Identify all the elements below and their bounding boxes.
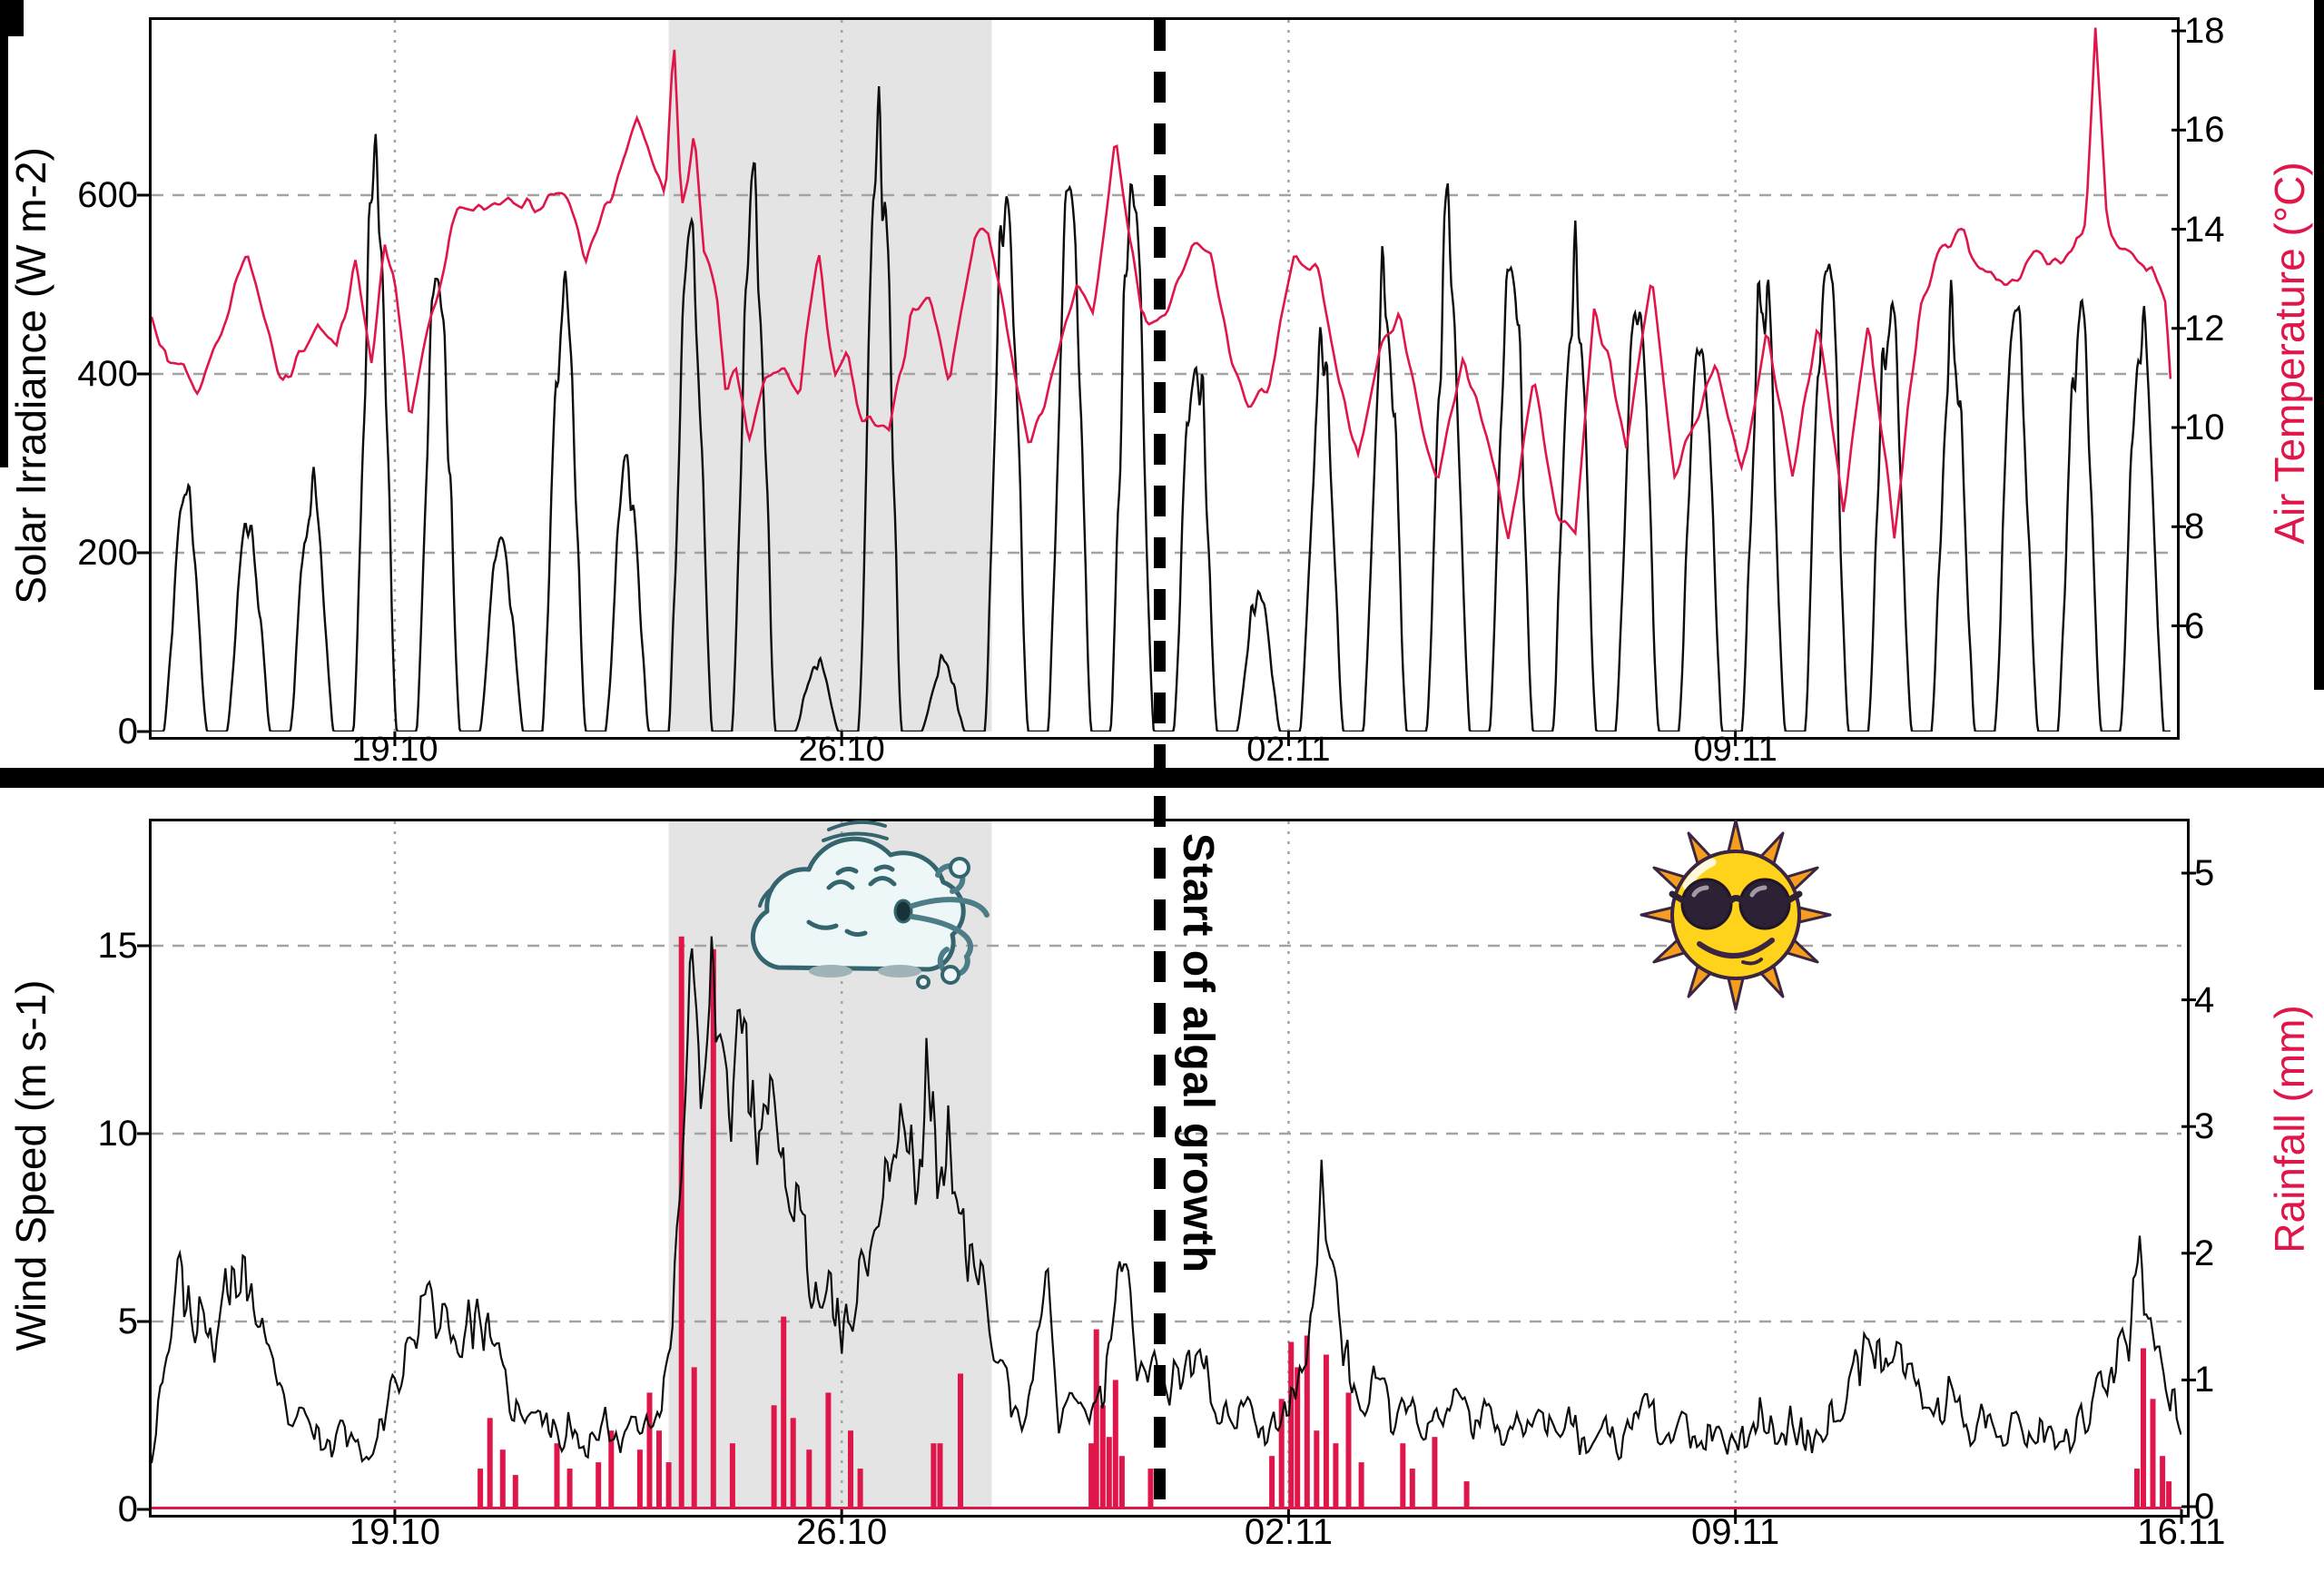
rainfall-bar	[958, 1373, 963, 1509]
rainfall-bar	[478, 1469, 484, 1509]
rainfall-tick-label: 5	[2194, 853, 2215, 893]
rainfall-bar	[2141, 1348, 2146, 1509]
wind-tick-label: 5	[117, 1302, 138, 1341]
rainfall-bar	[710, 948, 716, 1509]
frame-left-strip	[0, 0, 8, 467]
rainfall-bar	[729, 1443, 735, 1509]
rainfall-bar	[1088, 1443, 1095, 1509]
rainfall-bar	[790, 1418, 796, 1509]
bottom-date-tick-label: 09.11	[1691, 1512, 1780, 1552]
top-date-tick-label: 02.11	[1246, 731, 1331, 769]
rainfall-bar	[656, 1430, 662, 1509]
rainfall-bar	[1409, 1469, 1415, 1509]
rainfall-bar	[771, 1405, 777, 1509]
rainfall-bar	[1118, 1456, 1125, 1509]
solar-tick-label: 0	[117, 712, 138, 752]
rainfall-bar	[1147, 1469, 1154, 1509]
rainfall-bar	[596, 1462, 602, 1509]
rainfall-bar	[2134, 1469, 2140, 1509]
temperature-tick-label: 10	[2184, 408, 2225, 448]
rainfall-tick-label: 4	[2194, 979, 2215, 1020]
wind-tick-label: 15	[97, 926, 139, 966]
rainfall-baseline	[152, 1507, 2181, 1509]
top-date-tick-label: 09.11	[1693, 731, 1777, 769]
bottom-date-tick-label: 16.11	[2137, 1512, 2226, 1552]
temperature-tick-label: 18	[2184, 11, 2225, 51]
rainfall-bar	[2166, 1481, 2172, 1509]
rainfall-tick-label: 3	[2194, 1106, 2215, 1147]
rainfall-bar	[937, 1443, 943, 1509]
rainfall-bar	[636, 1449, 643, 1509]
rainfall-tick-label: 1	[2194, 1360, 2215, 1400]
top-date-tick-label: 19.10	[351, 731, 438, 769]
sunglasses	[1669, 878, 1803, 930]
rainfall-bar	[646, 1392, 653, 1509]
rainfall-bar	[825, 1392, 832, 1509]
rainfall-bar	[781, 1316, 787, 1509]
rainfall-bar	[1278, 1399, 1285, 1509]
rainfall-bar	[665, 1462, 672, 1509]
temperature-tick-label: 14	[2184, 209, 2225, 250]
wind-tick-label: 0	[117, 1489, 138, 1529]
algal-growth-dashed-line	[1154, 20, 1166, 1509]
rainfall-bar	[2160, 1456, 2166, 1509]
rainfall-bar	[1333, 1443, 1339, 1509]
rainfall-bar	[1463, 1481, 1470, 1509]
rainfall-bar	[1106, 1437, 1112, 1509]
temperature-tick-label: 16	[2184, 110, 2225, 151]
rainfall-tick-label: 2	[2194, 1233, 2215, 1273]
rainfall-bar	[1288, 1341, 1295, 1509]
rainfall-bar	[848, 1430, 853, 1509]
rainfall-tick-label: 0	[2194, 1487, 2215, 1527]
rainfall-bar	[1400, 1443, 1406, 1509]
rainfall-bar	[931, 1443, 937, 1509]
wind-tick-label: 10	[97, 1114, 139, 1154]
rainfall-bar	[2150, 1399, 2156, 1509]
rainfall-bar	[1304, 1335, 1310, 1509]
solar-tick-label: 400	[77, 354, 138, 394]
solar-tick-label: 600	[77, 175, 138, 215]
rainfall-bar	[1432, 1437, 1438, 1509]
rainfall-bar	[608, 1430, 615, 1509]
bottom-date-tick-label: 19.10	[349, 1512, 440, 1552]
rainfall-bar	[1358, 1462, 1364, 1509]
rainfall-bar	[512, 1475, 518, 1509]
rainfall-bar	[487, 1418, 493, 1509]
rainfall-bar	[1295, 1367, 1301, 1509]
rainfall-bar	[566, 1469, 573, 1509]
rainfall-bar	[806, 1449, 812, 1509]
frame-right-strip	[2314, 0, 2324, 690]
rainfall-bar	[857, 1469, 863, 1509]
rainfall-bar	[691, 1367, 697, 1509]
solar-tick-label: 200	[77, 533, 138, 573]
wind-cloud-icon	[750, 820, 990, 989]
rainfall-bar	[1269, 1456, 1275, 1509]
bottom-date-tick-label: 02.11	[1244, 1512, 1333, 1552]
wind-speed-line	[152, 936, 2181, 1464]
bottom-panel-plot: storm period band	[137, 821, 2196, 1524]
temperature-tick-label: 12	[2184, 308, 2225, 349]
rainfall-bar	[1314, 1430, 1320, 1509]
cloud-body	[750, 836, 966, 972]
rainfall-bar	[1345, 1392, 1352, 1509]
rainfall-bar	[499, 1449, 506, 1509]
rainfall-bar	[1323, 1354, 1329, 1509]
top-date-tick-label: 26.10	[798, 731, 885, 769]
temperature-tick-label: 8	[2184, 506, 2205, 547]
wind-axis-title: Wind Speed (m s-1)	[7, 979, 54, 1351]
rainfall-bar	[554, 1443, 560, 1509]
bottom-panel-frame	[149, 819, 2190, 1518]
algal-growth-label: Start of algal growth	[1174, 833, 1222, 1274]
solar-irradiance-line	[152, 86, 2171, 732]
rainfall-bar	[678, 936, 684, 1509]
rainfall-bar	[1093, 1329, 1099, 1509]
rainfall-bar	[1112, 1380, 1118, 1509]
temperature-tick-label: 6	[2184, 605, 2205, 646]
sun-icon	[1640, 819, 1832, 1011]
bottom-date-tick-label: 26.10	[796, 1512, 888, 1552]
rainfall-bar	[1099, 1405, 1106, 1509]
